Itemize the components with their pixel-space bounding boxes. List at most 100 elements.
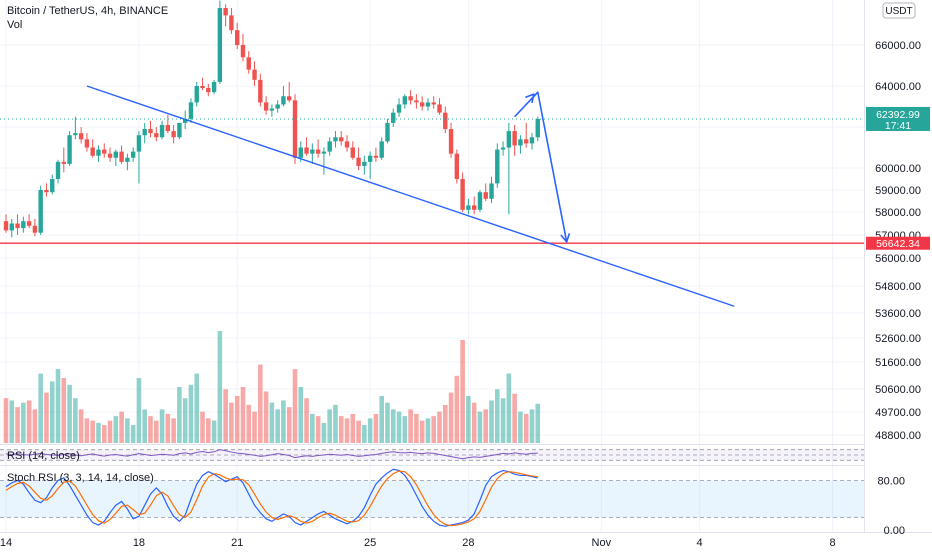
candle[interactable]	[107, 147, 113, 162]
candle[interactable]	[154, 127, 159, 142]
candle[interactable]	[142, 122, 147, 144]
candle[interactable]	[339, 131, 344, 146]
candle[interactable]	[263, 96, 269, 115]
candle[interactable]	[315, 139, 321, 158]
candle[interactable]	[159, 120, 165, 140]
candle[interactable]	[252, 61, 257, 86]
candle[interactable]	[477, 190, 483, 212]
projection-arrow[interactable]	[514, 91, 568, 243]
candle[interactable]	[518, 135, 523, 154]
candle[interactable]	[102, 143, 107, 158]
candle[interactable]	[379, 137, 384, 160]
candle[interactable]	[437, 98, 442, 115]
candle[interactable]	[73, 116, 78, 140]
candle[interactable]	[275, 100, 280, 113]
candle[interactable]	[512, 124, 517, 156]
candle[interactable]	[44, 183, 49, 197]
candle[interactable]	[304, 137, 309, 156]
trendline[interactable]	[86, 85, 735, 307]
candle[interactable]	[61, 147, 66, 173]
candle[interactable]	[402, 94, 408, 109]
candle[interactable]	[500, 141, 506, 156]
candle[interactable]	[431, 96, 436, 109]
candle[interactable]	[113, 149, 119, 166]
candle[interactable]	[396, 98, 402, 117]
candle[interactable]	[67, 131, 72, 166]
candle[interactable]	[506, 122, 512, 215]
candle[interactable]	[391, 108, 396, 127]
candle[interactable]	[471, 196, 477, 215]
candlesticks[interactable]	[3, 0, 540, 238]
candle[interactable]	[448, 122, 454, 158]
candle[interactable]	[200, 77, 205, 91]
candle[interactable]	[188, 98, 194, 123]
candle[interactable]	[130, 147, 136, 162]
candle[interactable]	[148, 120, 153, 138]
candle[interactable]	[466, 198, 471, 215]
candle[interactable]	[408, 90, 413, 105]
candle[interactable]	[171, 124, 176, 144]
candle[interactable]	[460, 172, 465, 212]
time-axis[interactable]: 14 18 21 25 28 Nov 4 8	[0, 537, 836, 549]
candle[interactable]	[281, 86, 286, 107]
candle[interactable]	[125, 153, 130, 171]
candle[interactable]	[55, 159, 61, 184]
currency-button[interactable]: USDT	[882, 2, 916, 19]
drawings[interactable]	[0, 85, 864, 307]
candle[interactable]	[26, 214, 32, 229]
candle[interactable]	[194, 81, 199, 107]
candle[interactable]	[211, 79, 217, 95]
candle[interactable]	[38, 185, 43, 235]
candle[interactable]	[15, 214, 20, 235]
candle[interactable]	[206, 83, 211, 97]
candle[interactable]	[246, 51, 251, 74]
candle[interactable]	[96, 145, 101, 162]
candle[interactable]	[84, 133, 90, 152]
candle[interactable]	[321, 147, 327, 175]
candle[interactable]	[32, 218, 38, 237]
candle[interactable]	[489, 176, 494, 204]
candle[interactable]	[229, 8, 234, 34]
candle[interactable]	[223, 4, 228, 27]
candle[interactable]	[136, 131, 142, 184]
candle[interactable]	[90, 139, 95, 158]
candle[interactable]	[495, 143, 500, 188]
candle[interactable]	[119, 145, 124, 164]
candle[interactable]	[287, 81, 292, 103]
candle[interactable]	[362, 155, 367, 175]
candle[interactable]	[419, 96, 425, 111]
candle[interactable]	[454, 149, 460, 184]
candle[interactable]	[344, 135, 350, 152]
candle[interactable]	[240, 33, 246, 62]
candle[interactable]	[269, 104, 275, 117]
candle[interactable]	[425, 98, 431, 111]
candle[interactable]	[524, 122, 529, 148]
candle[interactable]	[350, 141, 355, 160]
candle[interactable]	[9, 218, 14, 238]
candle[interactable]	[327, 137, 332, 156]
candle[interactable]	[21, 216, 26, 233]
candle[interactable]	[235, 22, 240, 50]
candle[interactable]	[385, 118, 390, 144]
candle[interactable]	[292, 94, 298, 164]
candle[interactable]	[414, 94, 419, 109]
candle[interactable]	[367, 151, 373, 179]
candle[interactable]	[529, 133, 535, 150]
candle[interactable]	[310, 143, 315, 164]
candle[interactable]	[165, 114, 171, 134]
candle[interactable]	[217, 0, 223, 84]
candle[interactable]	[50, 174, 55, 195]
candle[interactable]	[3, 214, 9, 233]
candle[interactable]	[78, 127, 84, 144]
candle[interactable]	[483, 183, 488, 201]
candle[interactable]	[373, 147, 379, 162]
candle[interactable]	[356, 147, 361, 171]
price-axis[interactable]: 48800.00 49700.00 50600.00 51600.00 52600.00…	[875, 40, 921, 537]
candle[interactable]	[443, 106, 448, 134]
candle[interactable]	[177, 122, 182, 140]
candle[interactable]	[258, 73, 263, 107]
candle[interactable]	[535, 116, 540, 142]
candle[interactable]	[333, 131, 338, 148]
